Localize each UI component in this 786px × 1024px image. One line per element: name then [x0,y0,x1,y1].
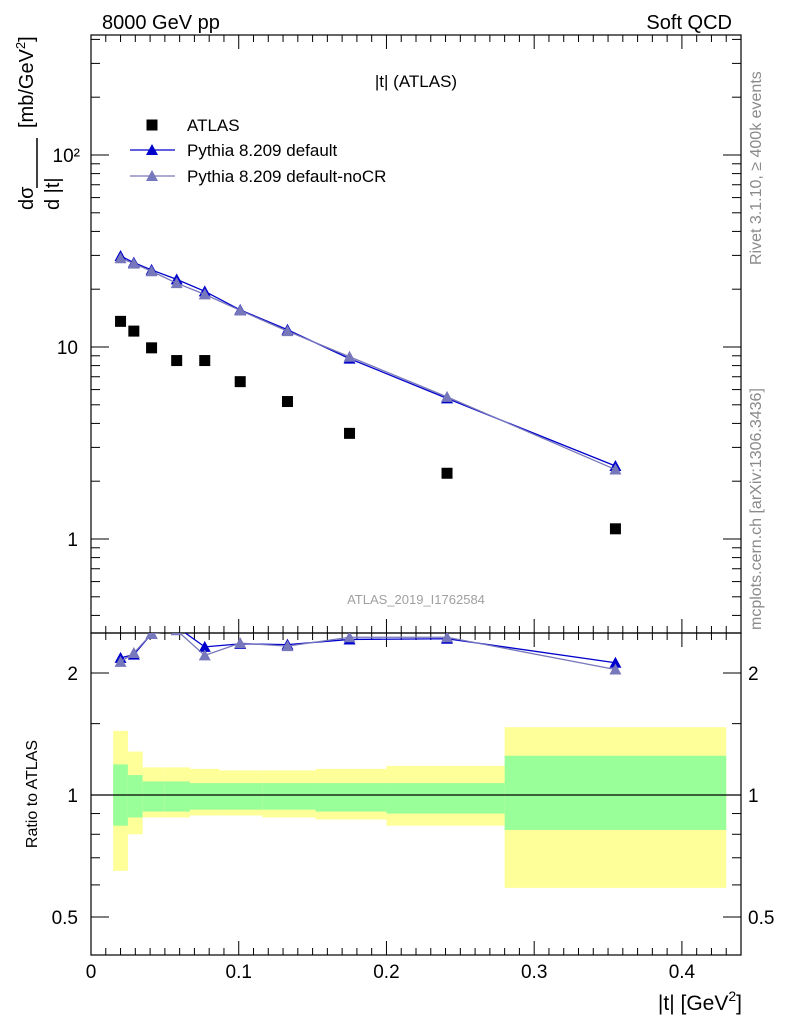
ratio-series-point [145,633,158,639]
inner-band-bin [219,783,263,810]
main-ylabel: dσ [16,186,38,210]
data-point [441,467,453,479]
ratio-y-tick-label: 1 [67,786,78,807]
series-point [114,252,127,264]
legend-marker [146,170,158,181]
ratio-series-point [343,633,356,643]
main-y-tick-label: 1 [67,530,78,551]
ratio-ylabel: Ratio to ATLAS [24,740,41,848]
series-line [120,257,616,471]
header-right: Soft QCD [646,12,732,34]
data-point [128,325,140,337]
main-ylabel-unit: [mb/GeV2] [13,36,38,128]
ratio-y-tick-label-right: 2 [748,664,759,685]
series-point [127,257,140,269]
ratio-series-point [234,637,247,649]
ratio-series-point [114,655,127,667]
data-point [115,315,127,327]
legend-marker [146,119,158,131]
series-point [343,350,356,362]
x-tick-label: 0.2 [373,962,399,983]
ratio-series-point [198,640,211,652]
legend-label: Pythia 8.209 default [187,141,338,160]
inner-band-bin [127,775,143,818]
data-point [609,523,621,535]
x-axis-label: |t| [GeV2] [658,988,742,1015]
series-line [120,255,616,467]
ratio-series-line [120,633,616,671]
rivet-label: Rivet 3.1.10, ≥ 400k events [748,71,765,265]
data-point [234,376,246,388]
ratio-series-point [198,649,211,661]
inner-band-bin [504,755,727,830]
legend-label: Pythia 8.209 default-noCR [187,167,386,186]
series-point [198,288,211,300]
ratio-series-point [127,647,140,659]
data-point [171,355,183,367]
main-y-axis-label: dσ d |t| [mb/GeV2] [13,36,64,210]
inner-band-bin [262,783,316,810]
inner-band-bin [142,781,165,812]
ratio-series-clipped [114,621,622,675]
ratio-series-point [441,633,454,643]
series-point [170,277,183,289]
series-point [281,325,294,337]
ratio-series-group [114,621,622,675]
ratio-series-point [170,633,183,636]
ratio-series-point [281,640,294,652]
ratio-y-tick-label-right: 1 [748,786,759,807]
legend-label: ATLAS [187,116,240,135]
series-point [441,390,454,402]
analysis-watermark: ATLAS_2019_I1762584 [347,592,485,607]
ratio-series-point [609,663,622,675]
series-point [145,265,158,277]
header-left: 8000 GeV pp [102,12,220,34]
main-y-tick-label: 10² [53,146,80,167]
x-tick-label: 0.4 [669,962,696,983]
inner-band-bin [189,783,220,810]
inner-band-bin [315,783,387,812]
main-y-tick-label: 10 [57,338,78,359]
legend: ATLAS Pythia 8.209 default Pythia 8.209 de… [130,116,386,186]
ratio-y-tick-label: 2 [67,664,78,685]
data-point [199,355,211,367]
ratio-y-tick-label: 0.5 [52,908,78,929]
x-tick-label: 0.3 [521,962,547,983]
data-point [344,427,356,439]
data-point [146,342,158,354]
ratio-series-point [171,621,183,632]
mcplots-label: mcplots.cern.ch [arXiv:1306.3436] [748,388,765,630]
x-tick-label: 0 [86,962,97,983]
inner-band-bin [164,781,190,812]
ratio-axis-ticks: 0 0.1 0.2 0.3 0.4 0.5 0.5 1 1 2 2 [52,632,774,983]
x-tick-label: 0.1 [226,962,252,983]
main-title: |t| (ATLAS) [375,72,457,91]
ratio-series-point [609,656,622,668]
inner-band-bin [386,783,505,814]
series-point [609,463,622,475]
legend-marker [146,144,158,155]
ratio-uncertainty-bands [91,727,741,888]
main-ylabel-denominator: d |t| [42,177,64,210]
data-point [281,396,293,408]
ratio-y-tick-label-right: 0.5 [748,908,774,929]
main-series-group [114,249,622,535]
series-point [234,304,247,316]
